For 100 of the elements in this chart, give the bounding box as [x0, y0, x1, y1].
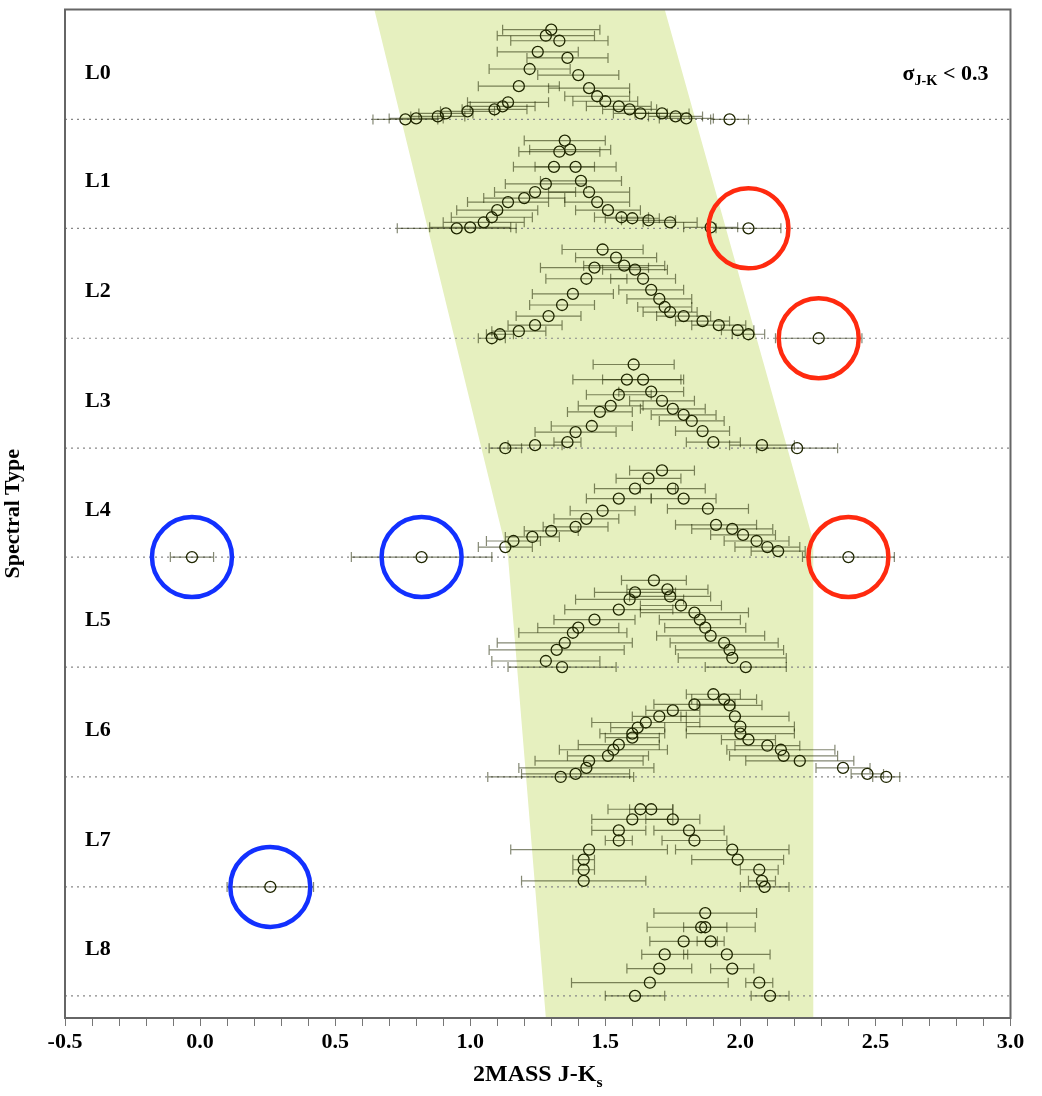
- point: [566, 287, 580, 301]
- point: [569, 767, 582, 781]
- point: [699, 621, 712, 634]
- point: [591, 195, 604, 209]
- point: [550, 643, 563, 657]
- point: [658, 300, 671, 314]
- point: [501, 96, 515, 109]
- point: [607, 743, 620, 756]
- point: [723, 643, 736, 657]
- point: [596, 243, 609, 256]
- annotation: L5: [85, 606, 111, 632]
- point: [880, 770, 893, 784]
- point: [688, 606, 701, 619]
- x-tick-label: 1.5: [591, 1027, 620, 1053]
- point: [688, 834, 701, 847]
- point: [410, 112, 423, 125]
- point: [731, 324, 744, 337]
- point: [623, 593, 636, 606]
- point: [545, 524, 558, 538]
- point: [612, 603, 625, 616]
- point: [628, 586, 642, 599]
- point: [677, 935, 690, 948]
- point: [512, 80, 525, 93]
- point: [577, 863, 590, 876]
- point: [734, 727, 747, 740]
- point: [628, 482, 642, 495]
- point: [604, 399, 617, 412]
- point: [518, 191, 531, 205]
- point: [790, 442, 804, 455]
- point: [612, 492, 625, 505]
- point: [539, 29, 552, 42]
- x-tick-label: 3.0: [996, 1027, 1025, 1053]
- point: [742, 222, 755, 235]
- point: [647, 574, 661, 587]
- point: [615, 211, 628, 224]
- point: [572, 68, 585, 82]
- point: [582, 754, 596, 767]
- point: [601, 749, 615, 762]
- point: [555, 298, 569, 312]
- point: [663, 590, 677, 603]
- point: [666, 482, 679, 495]
- point: [591, 90, 604, 103]
- point: [688, 698, 701, 711]
- point: [628, 989, 642, 1002]
- annotation: L8: [85, 934, 111, 960]
- point: [642, 472, 655, 485]
- point: [695, 921, 708, 934]
- annotation: L1: [85, 167, 111, 193]
- point: [485, 332, 498, 345]
- point: [753, 976, 766, 989]
- point: [499, 540, 512, 554]
- point: [742, 328, 755, 341]
- point: [523, 62, 536, 76]
- point: [577, 853, 590, 866]
- x-axis-title: 2MASS J-K$_{s}$: [473, 1060, 603, 1091]
- point: [491, 204, 504, 217]
- point: [545, 23, 558, 36]
- point: [709, 518, 723, 531]
- point: [601, 204, 615, 217]
- point: [734, 720, 747, 733]
- point: [582, 82, 596, 95]
- point: [612, 738, 625, 751]
- point: [542, 309, 555, 323]
- annotation: L3: [85, 387, 111, 413]
- point: [488, 103, 501, 116]
- point: [636, 272, 650, 285]
- point: [531, 45, 544, 59]
- point: [693, 613, 706, 626]
- point: [682, 824, 696, 837]
- point: [704, 629, 717, 642]
- annotation: L2: [85, 277, 111, 303]
- point: [539, 654, 552, 668]
- point: [677, 492, 690, 505]
- point: [685, 414, 698, 428]
- point: [661, 583, 674, 596]
- point: [554, 770, 567, 784]
- point: [628, 263, 642, 276]
- point: [726, 962, 739, 975]
- point: [663, 216, 677, 229]
- point: [706, 186, 791, 271]
- x-tick-label: 0.0: [186, 1027, 214, 1053]
- point: [572, 621, 585, 634]
- point: [723, 113, 736, 126]
- point: [718, 693, 731, 706]
- point: [663, 305, 677, 319]
- point: [512, 325, 525, 338]
- point: [566, 626, 580, 639]
- x-tick-label: -0.5: [47, 1027, 83, 1053]
- point: [812, 332, 825, 345]
- point: [149, 514, 235, 600]
- point: [464, 221, 477, 234]
- point: [736, 528, 750, 542]
- point: [450, 222, 463, 235]
- point: [674, 599, 688, 612]
- point: [609, 251, 623, 264]
- point: [593, 405, 607, 419]
- point: [666, 704, 679, 717]
- point: [726, 651, 739, 665]
- point: [842, 550, 855, 564]
- point: [539, 177, 552, 191]
